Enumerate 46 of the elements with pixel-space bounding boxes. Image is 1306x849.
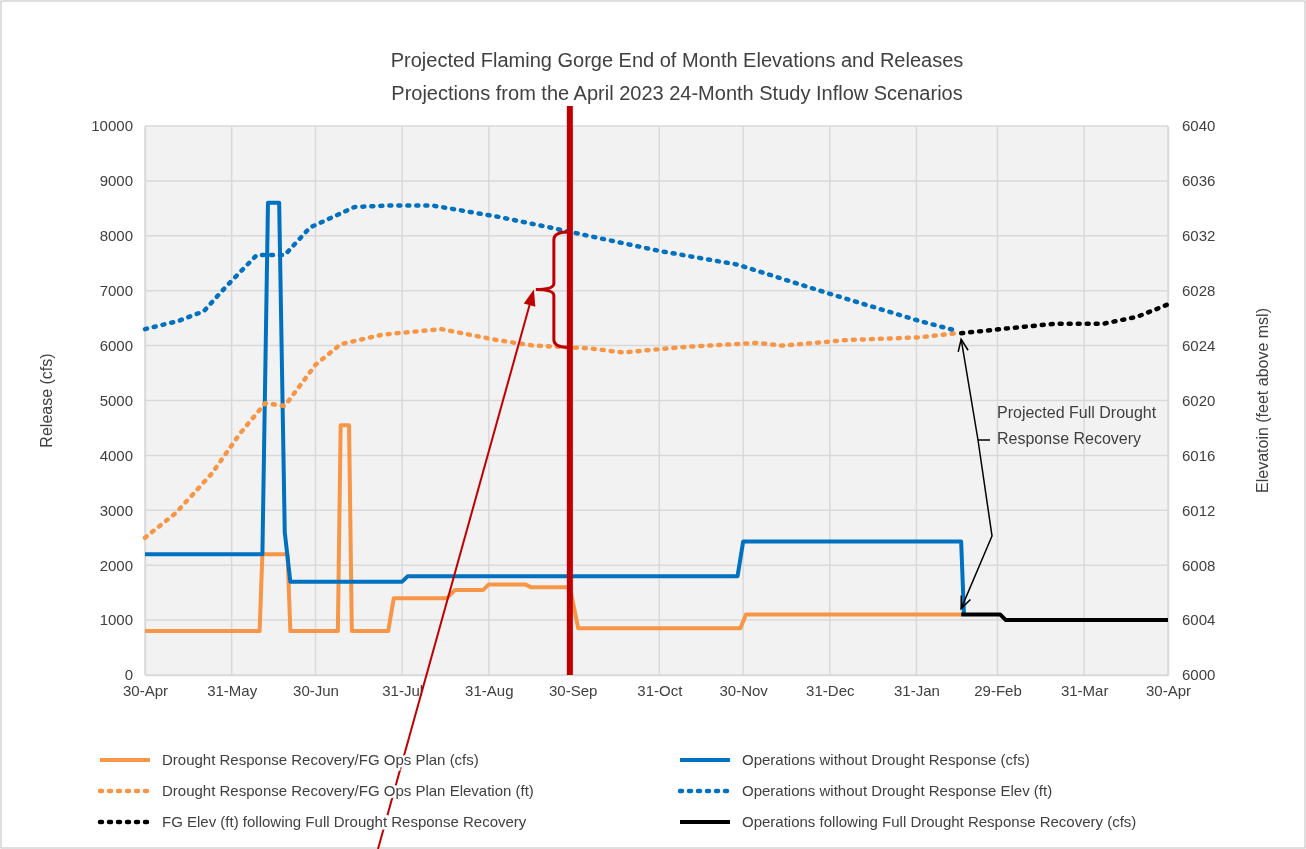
y2-axis-title: Elevatoin (feet above msl) (1254, 308, 1271, 493)
y-tick-label: 7000 (99, 282, 133, 299)
x-tick-label: 30-Sep (548, 681, 598, 699)
y-tick-label: 9000 (99, 172, 133, 190)
y-tick-label: 8000 (99, 227, 133, 245)
y2-tick-label: 6020 (1182, 391, 1216, 409)
annotation: Projected Full Drought Response Recovery (997, 404, 1157, 447)
y2-tick-label: 6036 (1182, 172, 1216, 190)
x-tick-label: 31-May (207, 681, 258, 699)
x-tick-label: 31-Dec (806, 681, 855, 699)
y-tick-label: 1000 (99, 611, 133, 629)
y-tick-label: 6000 (99, 336, 133, 354)
x-tick-label: 31-Mar (1060, 681, 1109, 699)
y2-tick-label: 6016 (1182, 446, 1216, 464)
legend-label: Operations without Drought Response (cfs) (742, 751, 1030, 768)
y-tick-label: 0 (124, 666, 133, 684)
y-tick-label: 2000 (99, 556, 133, 574)
chart-title: Projected Flaming Gorge End of Month Elevations and Releases (390, 49, 964, 71)
legend-label: Operations following Full Drought Response Recovery (cfs) (742, 813, 1137, 830)
x-tick-label: 31-Jan (894, 681, 940, 699)
y-tick-label: 3000 (99, 501, 133, 519)
x-tick-label: 30-Apr (122, 681, 169, 699)
x-tick-label: 30-Apr (1145, 681, 1192, 699)
y2-tick-label: 6004 (1182, 611, 1216, 629)
y2-tick-label: 6032 (1182, 227, 1216, 245)
y-tick-label: 10000 (91, 117, 133, 135)
y-tick-label: 4000 (99, 446, 133, 464)
y2-tick-label: 6008 (1182, 556, 1216, 574)
chart-subtitle: Projections from the April 2023 24-Month Study Inflow Scenarios (391, 82, 963, 104)
y-tick-label: 5000 (99, 391, 133, 409)
y2-tick-label: 6024 (1182, 336, 1216, 354)
line-series (142, 326, 958, 540)
x-tick-label: 29-Feb (974, 681, 1022, 699)
x-tick-label: 31-Jul (382, 681, 424, 699)
x-tick-label: 30-Jun (293, 681, 339, 699)
y-axis-title: Release (cfs) (38, 353, 55, 448)
x-tick-label: 30-Nov (719, 681, 769, 699)
line-series (143, 423, 964, 634)
y2-tick-label: 6000 (1182, 666, 1216, 684)
y2-tick-label: 6028 (1182, 282, 1216, 299)
y2-tick-label: 6040 (1182, 117, 1216, 135)
x-tick-label: 31-Aug (465, 681, 514, 699)
x-tick-label: 31-Oct (637, 681, 684, 699)
y2-tick-label: 6012 (1182, 501, 1216, 519)
legend-label: Operations without Drought Response Elev (ft) (742, 782, 1053, 799)
line-series (958, 302, 1171, 336)
